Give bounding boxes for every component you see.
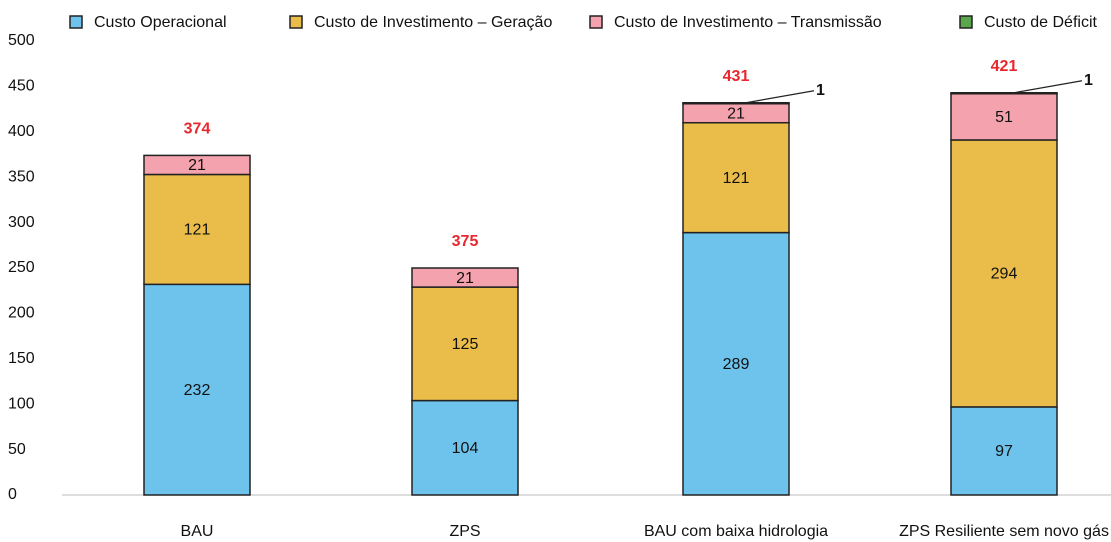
value-label: 121 bbox=[184, 222, 211, 239]
y-tick-label: 0 bbox=[8, 486, 17, 503]
legend-swatch bbox=[959, 15, 973, 29]
bar-segment bbox=[950, 139, 1058, 408]
bar-segment bbox=[411, 267, 519, 288]
x-tick-label: ZPS bbox=[449, 523, 480, 540]
value-label: 104 bbox=[452, 440, 479, 457]
legend-swatch bbox=[69, 15, 83, 29]
legend-label: Custo de Investimento – Geração bbox=[314, 14, 552, 31]
leader-line bbox=[745, 90, 815, 104]
legend-label: Custo Operacional bbox=[94, 14, 227, 31]
x-tick-label: BAU com baixa hidrologia bbox=[644, 523, 828, 540]
total-label: 375 bbox=[452, 233, 479, 250]
y-tick-label: 250 bbox=[8, 259, 35, 276]
total-label: 374 bbox=[184, 121, 211, 138]
legend-label: Custo de Déficit bbox=[984, 14, 1097, 31]
value-label: 97 bbox=[995, 443, 1013, 460]
value-label: 21 bbox=[188, 157, 206, 174]
total-label: 431 bbox=[723, 68, 750, 85]
y-tick-label: 200 bbox=[8, 305, 35, 322]
bar-segment bbox=[950, 92, 1058, 141]
bar-segment bbox=[950, 406, 1058, 496]
legend-swatch bbox=[589, 15, 603, 29]
total-label: 421 bbox=[991, 58, 1018, 75]
value-label: 289 bbox=[723, 356, 750, 373]
value-label: 1 bbox=[816, 82, 825, 99]
legend-swatch bbox=[289, 15, 303, 29]
bar-segment bbox=[950, 92, 1058, 95]
value-label: 294 bbox=[991, 266, 1018, 283]
y-tick-label: 150 bbox=[8, 350, 35, 367]
x-tick-label: BAU bbox=[181, 523, 214, 540]
bar-segment bbox=[143, 154, 251, 176]
y-tick-label: 350 bbox=[8, 168, 35, 185]
y-tick-label: 400 bbox=[8, 123, 35, 140]
value-label: 21 bbox=[727, 105, 745, 122]
y-tick-label: 450 bbox=[8, 78, 35, 95]
value-label: 121 bbox=[723, 170, 750, 187]
bar-segment bbox=[682, 121, 790, 234]
value-label: 232 bbox=[184, 382, 211, 399]
bar-segment bbox=[143, 283, 251, 496]
y-tick-label: 50 bbox=[8, 441, 26, 458]
bar-segment bbox=[682, 101, 790, 105]
value-label: 51 bbox=[995, 109, 1013, 126]
y-tick-label: 500 bbox=[8, 32, 35, 49]
bar-segment bbox=[411, 286, 519, 402]
legend-label: Custo de Investimento – Transmissão bbox=[614, 14, 882, 31]
bar-segment bbox=[411, 399, 519, 496]
x-tick-label: ZPS Resiliente sem novo gás bbox=[899, 523, 1109, 540]
value-label: 21 bbox=[456, 270, 474, 287]
value-label: 125 bbox=[452, 336, 479, 353]
leader-line bbox=[1013, 80, 1083, 94]
y-tick-label: 300 bbox=[8, 214, 35, 231]
bar-segment bbox=[682, 231, 790, 496]
bar-segment bbox=[143, 173, 251, 286]
value-label: 1 bbox=[1084, 72, 1093, 89]
y-tick-label: 100 bbox=[8, 395, 35, 412]
